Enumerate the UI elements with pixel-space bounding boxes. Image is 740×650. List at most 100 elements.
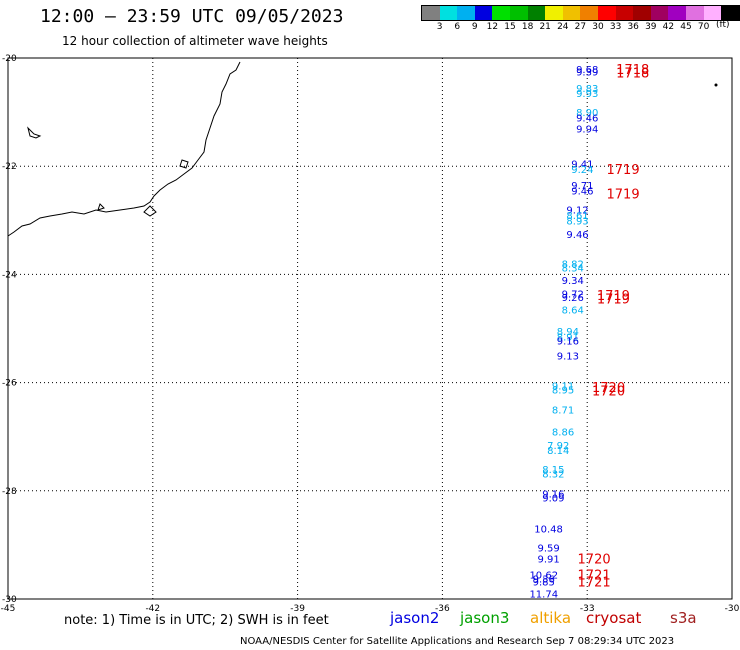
wave-height-value: 8.93 [566, 216, 588, 227]
lat-label: -24 [2, 270, 17, 280]
wave-height-value: 9.91 [537, 554, 559, 565]
pass-time-label: 1718 [616, 63, 649, 78]
footer-note: note: 1) Time is in UTC; 2) SWH is in fe… [64, 613, 329, 628]
scale-unit: (ft) [716, 20, 730, 30]
wave-height-value: 9.94 [576, 124, 598, 135]
wave-height-value: 8.91 [557, 333, 579, 344]
lon-label: -42 [145, 604, 160, 614]
pass-time-label: 1719 [607, 163, 640, 178]
color-scale-bar [421, 5, 740, 21]
scale-swatch [457, 6, 475, 20]
scale-tick-label: 15 [504, 22, 516, 32]
wave-height-value: 9.85 [533, 578, 555, 589]
scale-swatch [650, 6, 669, 20]
lon-label: -39 [290, 604, 305, 614]
wave-height-value: 9.13 [557, 352, 579, 363]
wave-height-value: 9.39 [576, 68, 598, 79]
scale-swatch [545, 6, 563, 20]
wave-height-value: 9.93 [576, 89, 598, 100]
wave-height-value: 9.83 [576, 84, 598, 95]
wave-height-value: 8.71 [552, 406, 574, 417]
scale-swatch [474, 6, 493, 20]
wave-height-value: 8.32 [542, 469, 564, 480]
wave-height-value: 9.46 [566, 230, 588, 241]
wave-height-value: 9.72 [562, 289, 584, 300]
map-frame [7, 57, 733, 600]
scale-tick-label: 27 [574, 22, 587, 32]
wave-height-value: 10.62 [529, 571, 558, 582]
station-dot [714, 83, 718, 87]
pass-time-label: 1720 [592, 385, 625, 400]
wave-height-value: 9.09 [542, 493, 564, 504]
wave-height-value: 8.82 [562, 260, 584, 271]
legend-altika: altika [530, 609, 572, 627]
scale-swatch [439, 6, 458, 20]
scale-swatch [633, 6, 651, 20]
map-title: 12:00 – 23:59 UTC 09/05/2023 [40, 6, 344, 27]
wave-height-observations: 9.689.399.839.938.909.469.949.419.249.71… [529, 65, 598, 601]
lat-label: -30 [2, 595, 17, 605]
scale-swatch [562, 6, 581, 20]
wave-height-value: 9.41 [571, 159, 593, 170]
scale-swatch [422, 6, 440, 20]
pass-time-labels: 1718171817191719171917191720172017201721… [578, 63, 650, 591]
wave-height-value: 11.74 [529, 590, 558, 601]
map-subtitle: 12 hour collection of altimeter wave hei… [62, 34, 328, 48]
pass-time-label: 1720 [578, 552, 611, 567]
wave-height-value: 9.34 [562, 276, 584, 287]
wave-height-value: 9.46 [576, 114, 598, 125]
wave-height-value: 9.68 [576, 65, 598, 76]
wave-height-value: 9.36 [533, 574, 555, 585]
scale-swatch [580, 6, 598, 20]
wave-height-value: 8.34 [562, 263, 584, 274]
lat-label: -22 [2, 162, 17, 172]
wave-height-value: 7.92 [547, 441, 569, 452]
pass-time-label: 1720 [592, 381, 625, 396]
scale-tick-label: 33 [609, 22, 622, 32]
wave-height-value: 9.59 [537, 544, 559, 555]
scale-tick-label: 9 [471, 22, 478, 32]
wave-height-value: 8.95 [552, 386, 574, 397]
scale-swatch [509, 6, 528, 20]
lat-label: -20 [2, 54, 17, 64]
wave-height-value: 9.71 [571, 181, 593, 192]
legend-jason3: jason3 [460, 609, 510, 627]
pass-time-label: 1719 [597, 293, 630, 308]
scale-tick-label: 3 [436, 22, 443, 32]
scale-swatch [527, 6, 546, 20]
scale-tick-label: 30 [592, 22, 604, 32]
pass-time-label: 1719 [607, 187, 640, 202]
lon-label: -33 [580, 604, 595, 614]
scale-tick-label: 24 [557, 22, 569, 32]
scale-tick-label: 6 [454, 22, 461, 32]
pass-time-label: 1718 [616, 67, 649, 82]
lon-label: -30 [725, 604, 740, 614]
lat-lon-grid: -20-22-24-26-28-30-45 -42 -39 -36 -33 -30 [1, 54, 740, 614]
wave-height-value: 9.12 [566, 205, 588, 216]
wave-height-value: 8.14 [547, 446, 569, 457]
wave-height-value: 8.15 [542, 465, 564, 476]
wave-height-value: 9.24 [571, 165, 593, 176]
lat-label: -26 [2, 379, 17, 389]
wave-height-value: 8.90 [576, 108, 598, 119]
scale-tick-label: 21 [539, 22, 551, 32]
scale-swatch [597, 6, 616, 20]
wave-height-value: 9.16 [557, 336, 579, 347]
pass-time-label: 1721 [578, 569, 611, 584]
wave-height-value: 8.94 [557, 327, 579, 338]
wave-height-color-scale: 3 6 9 12 15 18 21 24 27 30 33 36 39 42 45 70 [421, 5, 740, 35]
wave-height-value: 9.46 [571, 187, 593, 198]
scale-swatch [492, 6, 510, 20]
coastline-island [27, 126, 42, 139]
scale-swatch [668, 6, 686, 20]
scale-tick-label: 42 [662, 22, 675, 32]
color-scale-labels: 3 6 9 12 15 18 21 24 27 30 33 36 39 42 45 70 [421, 21, 740, 35]
scale-tick-label: 39 [645, 22, 657, 32]
scale-tick-label: 70 [697, 22, 710, 32]
scale-swatch [703, 6, 722, 20]
legend-s3a: s3a [670, 609, 697, 627]
wave-height-value: 8.61 [566, 211, 588, 222]
lon-label: -45 [1, 604, 16, 614]
scale-tick-label: 12 [486, 22, 499, 32]
wave-height-value: 9.11 [552, 381, 574, 392]
